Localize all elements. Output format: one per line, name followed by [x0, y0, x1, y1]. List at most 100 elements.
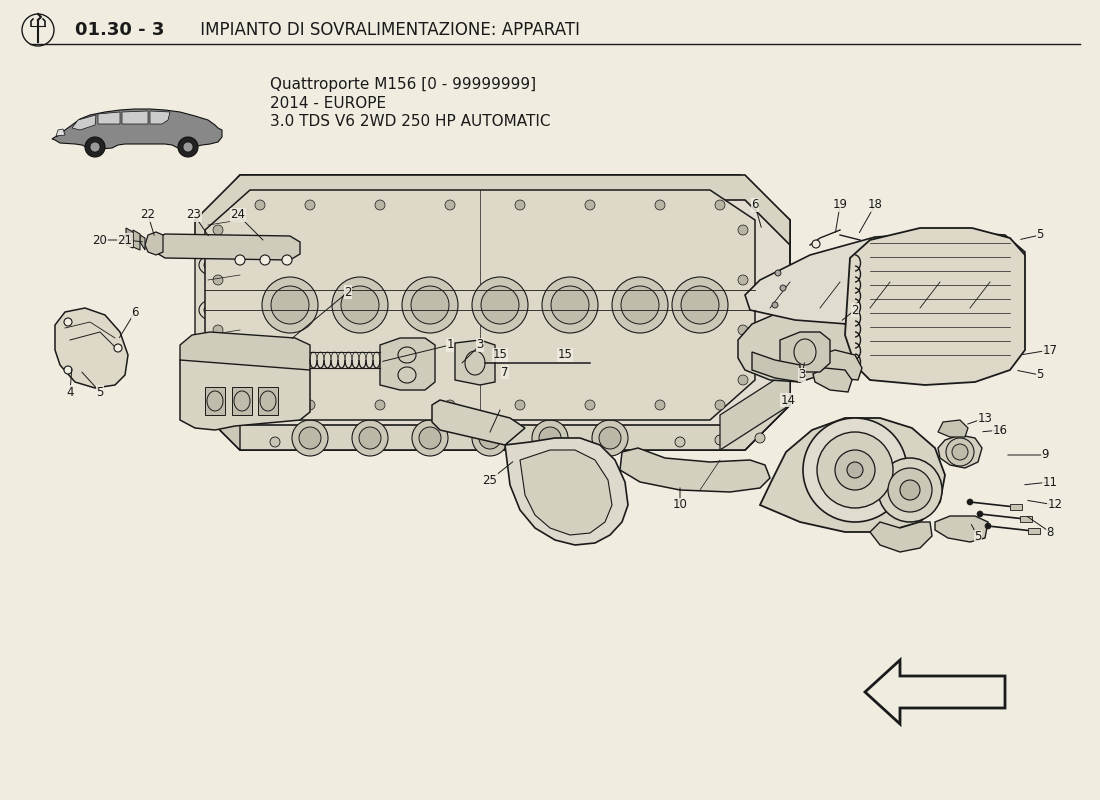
Circle shape [305, 400, 315, 410]
Text: 15: 15 [558, 349, 572, 362]
Circle shape [654, 400, 666, 410]
Text: 24: 24 [231, 209, 245, 222]
Circle shape [888, 468, 932, 512]
Polygon shape [505, 438, 628, 545]
Text: 9: 9 [1042, 449, 1048, 462]
Text: 5: 5 [1036, 229, 1044, 242]
Circle shape [900, 480, 920, 500]
Circle shape [681, 286, 719, 324]
Circle shape [803, 418, 908, 522]
Circle shape [271, 286, 309, 324]
Polygon shape [133, 230, 140, 250]
Text: 19: 19 [833, 198, 847, 211]
Text: 1: 1 [447, 338, 453, 351]
Text: Quattroporte M156 [0 - 99999999]: Quattroporte M156 [0 - 99999999] [270, 78, 536, 93]
Polygon shape [455, 340, 495, 385]
Polygon shape [236, 258, 244, 262]
Polygon shape [845, 228, 1025, 385]
Circle shape [472, 277, 528, 333]
Polygon shape [232, 387, 252, 415]
Text: 22: 22 [141, 209, 155, 222]
Circle shape [738, 375, 748, 385]
Text: 4: 4 [66, 386, 74, 398]
Polygon shape [261, 258, 270, 262]
Circle shape [585, 200, 595, 210]
Circle shape [738, 225, 748, 235]
Circle shape [114, 344, 122, 352]
Circle shape [375, 400, 385, 410]
Circle shape [878, 458, 942, 522]
Circle shape [532, 420, 568, 456]
Circle shape [715, 435, 725, 445]
Circle shape [235, 255, 245, 265]
Text: 5: 5 [975, 530, 981, 543]
Circle shape [260, 255, 270, 265]
Polygon shape [155, 234, 300, 260]
Circle shape [183, 142, 192, 152]
Circle shape [375, 200, 385, 210]
Text: 11: 11 [1043, 475, 1057, 489]
Text: 12: 12 [1047, 498, 1063, 511]
Polygon shape [195, 200, 240, 425]
Circle shape [780, 285, 786, 291]
Circle shape [772, 302, 778, 308]
Polygon shape [813, 368, 852, 392]
Polygon shape [865, 660, 1005, 724]
Circle shape [124, 234, 132, 242]
Circle shape [481, 286, 519, 324]
Circle shape [412, 420, 448, 456]
Circle shape [419, 427, 441, 449]
Polygon shape [56, 129, 65, 136]
Circle shape [178, 137, 198, 157]
Circle shape [213, 325, 223, 335]
Circle shape [515, 200, 525, 210]
Polygon shape [122, 111, 149, 124]
Circle shape [715, 200, 725, 210]
Text: 18: 18 [868, 198, 882, 211]
Text: 14: 14 [781, 394, 795, 406]
Polygon shape [745, 232, 1025, 325]
Circle shape [755, 433, 764, 443]
Polygon shape [126, 228, 133, 248]
Circle shape [612, 277, 668, 333]
Polygon shape [52, 109, 222, 149]
Bar [1028, 528, 1040, 534]
Circle shape [592, 420, 628, 456]
Circle shape [292, 420, 328, 456]
Polygon shape [283, 258, 292, 262]
Circle shape [402, 277, 458, 333]
Polygon shape [379, 338, 434, 390]
Text: 2: 2 [851, 303, 859, 317]
Circle shape [952, 444, 968, 460]
Circle shape [90, 142, 100, 152]
Circle shape [542, 277, 598, 333]
Polygon shape [820, 350, 862, 380]
Polygon shape [205, 190, 755, 420]
Circle shape [967, 499, 974, 505]
Polygon shape [140, 235, 145, 250]
Text: 15: 15 [493, 349, 507, 362]
Circle shape [847, 462, 864, 478]
Text: 8: 8 [1046, 526, 1054, 538]
Text: 5: 5 [1036, 369, 1044, 382]
Circle shape [213, 275, 223, 285]
Polygon shape [195, 380, 240, 450]
Text: 13: 13 [978, 411, 992, 425]
Text: 21: 21 [118, 234, 132, 246]
Polygon shape [180, 352, 310, 430]
Circle shape [213, 375, 223, 385]
Circle shape [621, 286, 659, 324]
Polygon shape [938, 435, 982, 468]
Polygon shape [205, 387, 225, 415]
Circle shape [472, 420, 508, 456]
Circle shape [411, 286, 449, 324]
Text: 6: 6 [751, 198, 759, 211]
Polygon shape [195, 380, 790, 450]
Polygon shape [870, 522, 932, 552]
Polygon shape [752, 352, 800, 382]
Text: 10: 10 [672, 498, 688, 511]
Polygon shape [620, 448, 770, 492]
Polygon shape [935, 516, 988, 542]
Polygon shape [432, 400, 525, 445]
Polygon shape [258, 387, 278, 415]
